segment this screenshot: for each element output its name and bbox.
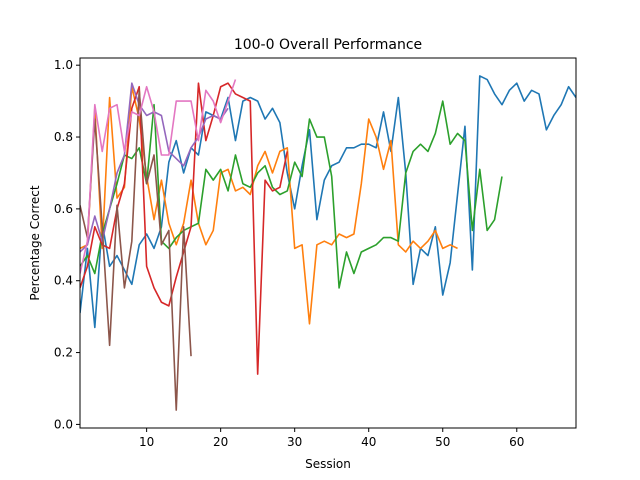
y-tick-label: 0.2 — [54, 346, 73, 360]
x-tick-label: 50 — [435, 435, 450, 449]
x-tick-label: 60 — [509, 435, 524, 449]
y-tick-label: 1.0 — [54, 58, 73, 72]
series-line-3 — [80, 100, 503, 289]
y-axis: 0.0 0.2 0.4 0.6 0.8 1.0 — [54, 58, 80, 431]
chart-title: 100-0 Overall Performance — [234, 37, 422, 53]
series-line-6 — [80, 89, 192, 411]
y-tick-label: 0.6 — [54, 202, 73, 216]
x-tick-label: 40 — [361, 435, 376, 449]
axes-frame — [79, 57, 577, 429]
series-line-7 — [80, 79, 237, 274]
x-axis-title: Session — [305, 457, 351, 471]
series-line-4 — [80, 82, 289, 375]
y-tick-label: 0.0 — [54, 417, 73, 431]
x-tick-label: 10 — [139, 435, 154, 449]
plot-area: 10 20 30 40 50 60 0.0 0.2 0.4 0.6 0.8 1.0 — [54, 57, 577, 449]
x-axis: 10 20 30 40 50 60 — [139, 428, 524, 449]
series-layer — [80, 75, 576, 411]
x-tick-label: 30 — [287, 435, 302, 449]
series-line-2 — [80, 85, 458, 325]
y-axis-title: Percentage Correct — [28, 185, 42, 300]
series-line-1 — [80, 75, 576, 329]
y-tick-label: 0.4 — [54, 274, 73, 288]
y-tick-label: 0.8 — [54, 130, 73, 144]
x-tick-label: 20 — [213, 435, 228, 449]
